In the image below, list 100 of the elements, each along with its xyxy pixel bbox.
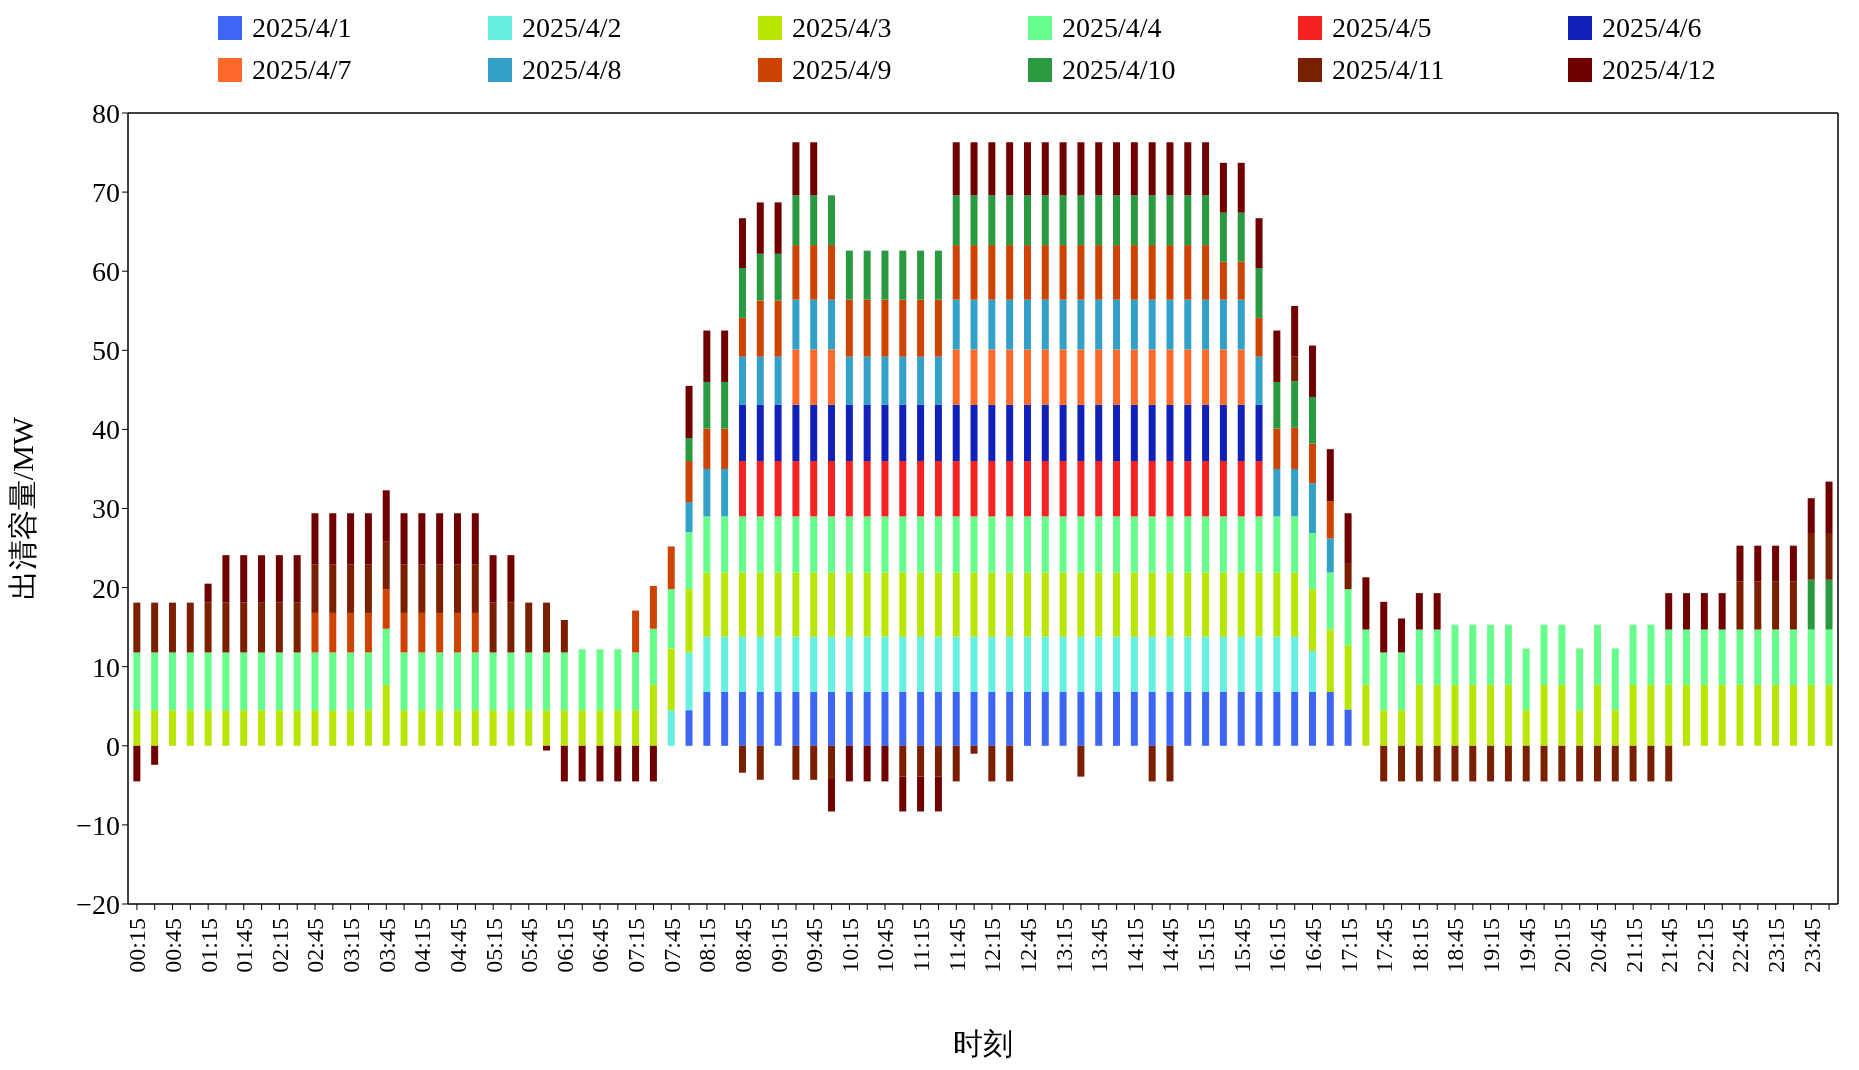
legend-label: 2025/4/3: [792, 12, 892, 44]
bar: [774, 300, 782, 357]
bar: [1273, 381, 1281, 429]
bar: [934, 745, 942, 777]
bar: [151, 652, 159, 711]
bar: [917, 404, 925, 462]
bar: [1433, 684, 1441, 746]
bar: [828, 461, 836, 517]
bar: [1130, 245, 1138, 300]
bar: [1344, 563, 1352, 590]
bar: [489, 710, 497, 746]
x-tick-label: 02:15: [266, 918, 293, 973]
x-tick-label: 15:15: [1193, 918, 1220, 973]
bar: [1398, 652, 1406, 711]
bar: [649, 628, 657, 685]
bar: [133, 652, 141, 711]
bar: [1308, 692, 1316, 746]
bar: [400, 612, 408, 653]
y-tick-label: 0: [106, 730, 120, 762]
bar: [1113, 349, 1121, 405]
bar: [934, 461, 942, 517]
bar: [810, 142, 818, 196]
bar: [1202, 245, 1210, 300]
bar: [1611, 745, 1619, 782]
bar: [1647, 624, 1655, 685]
bar: [881, 516, 889, 573]
bar: [1130, 404, 1138, 462]
bar: [881, 250, 889, 300]
bar: [703, 516, 711, 573]
bar: [1166, 516, 1174, 573]
bar: [471, 652, 479, 711]
bar: [685, 461, 693, 503]
bar: [917, 572, 925, 637]
bar: [1273, 468, 1281, 517]
legend-label: 2025/4/8: [522, 54, 622, 86]
bar: [970, 572, 978, 637]
bar: [738, 404, 746, 462]
bar: [632, 710, 640, 746]
x-axis-title: 时刻: [953, 1027, 1013, 1060]
bar: [899, 692, 907, 746]
x-tick-label: 08:15: [694, 918, 721, 973]
bar: [1469, 624, 1477, 685]
bar: [1130, 349, 1138, 405]
bar: [382, 490, 390, 542]
bar: [952, 516, 960, 573]
x-tick-label: 03:45: [373, 918, 400, 973]
bar: [756, 461, 764, 517]
bar: [1718, 629, 1726, 685]
bar: [293, 652, 301, 711]
bar: [1202, 636, 1210, 693]
bar: [240, 652, 248, 711]
bar: [222, 602, 230, 653]
legend-label: 2025/4/4: [1062, 12, 1162, 44]
bar: [845, 572, 853, 637]
bar: [329, 652, 337, 711]
bar: [418, 564, 426, 613]
bar: [1184, 636, 1192, 693]
bar: [596, 745, 604, 782]
bar: [1326, 629, 1334, 693]
bar: [543, 652, 551, 711]
x-tick-label: 22:45: [1727, 918, 1754, 973]
bar: [400, 652, 408, 711]
bar: [1148, 692, 1156, 746]
bar: [952, 245, 960, 300]
bar: [988, 349, 996, 405]
bar: [1415, 745, 1423, 782]
bar: [1041, 636, 1049, 693]
bar: [934, 356, 942, 405]
bar: [1219, 162, 1227, 213]
y-axis-title: 出清容量/MW: [5, 416, 39, 601]
x-tick-label: 16:45: [1299, 918, 1326, 973]
bar: [1825, 533, 1833, 580]
x-tick-label: 01:45: [231, 918, 258, 973]
bar: [1504, 745, 1512, 782]
bar: [810, 299, 818, 350]
bar: [1023, 299, 1031, 350]
bar: [453, 564, 461, 613]
bar: [240, 602, 248, 653]
bar: [471, 513, 479, 565]
bar: [792, 245, 800, 300]
x-tick-label: 07:15: [623, 918, 650, 973]
bar: [1326, 449, 1334, 502]
bar: [810, 461, 818, 517]
bar: [1291, 692, 1299, 746]
bar: [756, 253, 764, 301]
bar: [1665, 629, 1673, 685]
bar: [1237, 636, 1245, 693]
bar: [988, 692, 996, 746]
bar: [685, 385, 693, 439]
bar: [614, 710, 622, 746]
bar: [1326, 572, 1334, 630]
bar: [293, 710, 301, 746]
bar: [1184, 195, 1192, 246]
bar: [614, 649, 622, 711]
bar: [792, 349, 800, 405]
bar: [738, 317, 746, 357]
x-tick-label: 05:45: [516, 918, 543, 973]
bar: [1184, 404, 1192, 462]
legend-label: 2025/4/7: [252, 54, 352, 86]
bar: [1255, 692, 1263, 746]
